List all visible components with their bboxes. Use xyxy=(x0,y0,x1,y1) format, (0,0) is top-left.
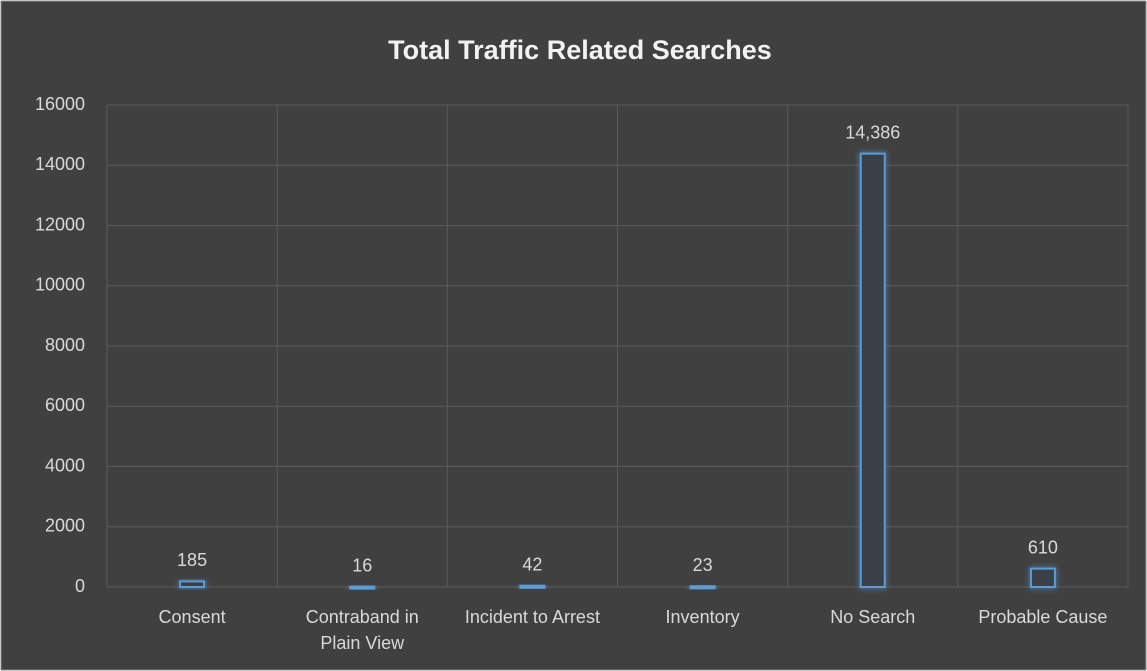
bar xyxy=(519,584,546,589)
y-tick-label: 12000 xyxy=(35,214,85,234)
data-label: 42 xyxy=(522,554,542,574)
y-tick-label: 4000 xyxy=(45,455,85,475)
data-label: 23 xyxy=(693,555,713,575)
y-tick-label: 0 xyxy=(75,576,85,596)
data-label: 185 xyxy=(177,550,207,570)
y-tick-label: 8000 xyxy=(45,335,85,355)
bar xyxy=(349,585,376,590)
bar xyxy=(179,580,206,589)
x-tick-label: Contraband in Plain View xyxy=(306,607,419,653)
bar xyxy=(859,152,886,588)
y-tick-label: 6000 xyxy=(45,395,85,415)
x-tick-label: Incident to Arrest xyxy=(465,607,600,627)
data-label: 14,386 xyxy=(845,122,900,142)
chart-title: Total Traffic Related Searches xyxy=(388,35,772,65)
y-tick-label: 14000 xyxy=(35,154,85,174)
x-tick-label: Inventory xyxy=(666,607,740,627)
bar xyxy=(1029,567,1056,589)
bar xyxy=(689,585,716,590)
y-tick-label: 2000 xyxy=(45,516,85,536)
y-tick-label: 16000 xyxy=(35,94,85,114)
x-tick-label: Consent xyxy=(159,607,226,627)
data-label: 16 xyxy=(352,555,372,575)
y-tick-label: 10000 xyxy=(35,275,85,295)
x-tick-label: Probable Cause xyxy=(978,607,1107,627)
x-tick-label: No Search xyxy=(830,607,915,627)
data-label: 610 xyxy=(1028,537,1058,557)
